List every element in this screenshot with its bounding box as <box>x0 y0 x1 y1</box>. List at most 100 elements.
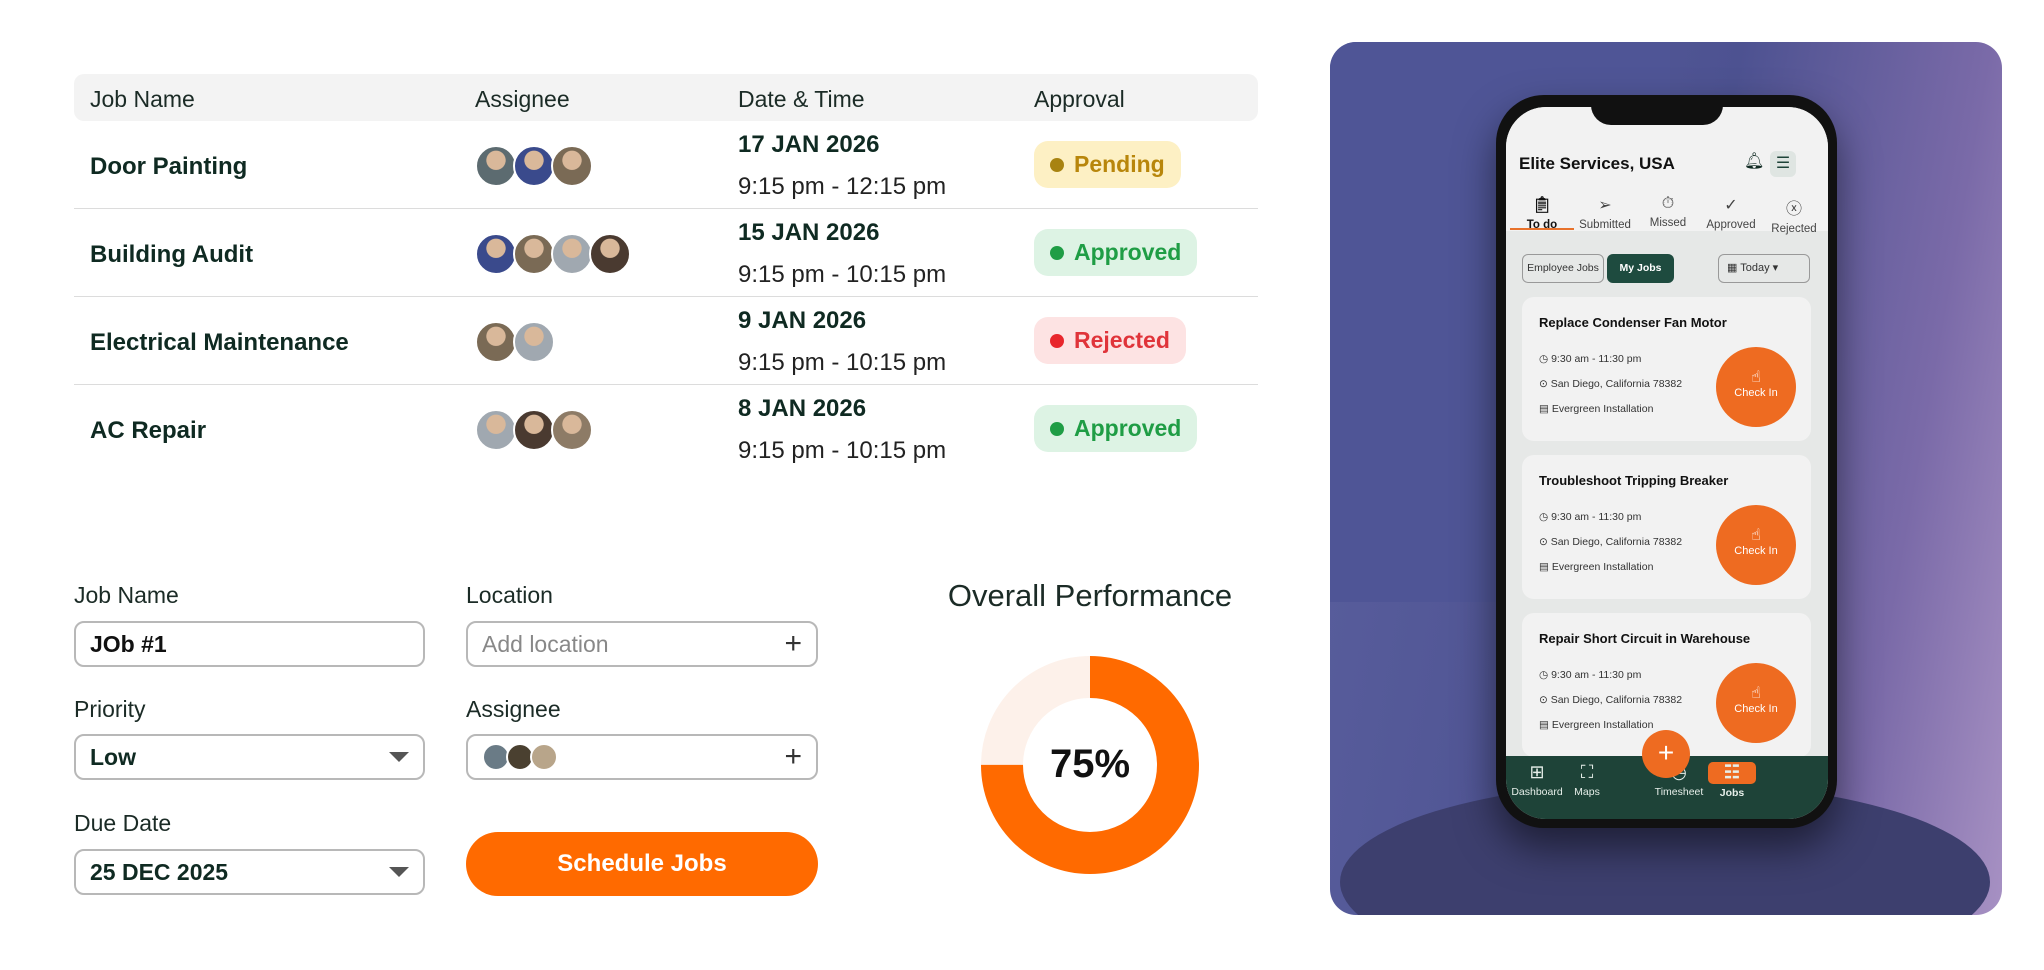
bell-icon[interactable]: 🔔︎ <box>1744 153 1765 170</box>
status-badge: Approved <box>1034 405 1198 452</box>
nav-maps[interactable]: ⛶ Maps <box>1557 762 1617 798</box>
job-time: 9:15 pm - 12:15 pm <box>738 173 947 200</box>
table-row[interactable]: Door Painting 17 JAN 2026 9:15 pm - 12:1… <box>74 121 1258 209</box>
employee-jobs-filter[interactable]: Employee Jobs <box>1522 254 1604 283</box>
map-icon: ⛶ <box>1580 762 1594 782</box>
nav-label: Dashboard <box>1511 786 1563 798</box>
table-row[interactable]: Electrical Maintenance 9 JAN 2026 9:15 p… <box>74 297 1258 385</box>
clipboard-icon: 📋︎ <box>1531 197 1553 214</box>
app-header: Elite Services, USA 🔔︎ ☰ 📋︎ To do ➢ Submitt… <box>1506 107 1828 235</box>
job-date: 17 JAN 2026 <box>738 131 880 158</box>
check-in-button[interactable]: ☝︎ Check In <box>1716 505 1796 585</box>
job-card[interactable]: Troubleshoot Tripping Breaker ◷ 9:30 am … <box>1522 455 1811 599</box>
location-input[interactable]: Add location + <box>466 621 818 667</box>
location-pin-icon: ⊙ <box>1539 694 1551 706</box>
tap-hand-icon: ☝︎ <box>1751 685 1761 702</box>
avatar <box>475 409 517 451</box>
chevron-down-icon <box>389 867 409 877</box>
nav-label: Maps <box>1574 786 1600 798</box>
phone-mockup: Elite Services, USA 🔔︎ ☰ 📋︎ To do ➢ Submitt… <box>1496 95 1837 828</box>
job-card-location: ⊙ San Diego, California 78382 <box>1539 536 1683 548</box>
table-row[interactable]: AC Repair 8 JAN 2026 9:15 pm - 10:15 pm … <box>74 385 1258 473</box>
job-card-location: ⊙ San Diego, California 78382 <box>1539 694 1683 706</box>
due-date-select[interactable]: 25 DEC 2025 <box>74 849 425 895</box>
status-dot <box>1050 421 1064 436</box>
chevron-down-icon <box>389 752 409 762</box>
col-assignee: Assignee <box>475 86 570 112</box>
performance-title: Overall Performance <box>947 578 1233 613</box>
app-title: Elite Services, USA <box>1519 154 1675 173</box>
job-card[interactable]: Repair Short Circuit in Warehouse ◷ 9:30… <box>1522 613 1811 757</box>
date-filter[interactable]: ▦ Today ▾ <box>1718 254 1810 283</box>
building-icon: ▤ <box>1539 403 1552 415</box>
avatar <box>475 233 517 275</box>
jobs-icon: ☷ <box>1708 762 1756 784</box>
job-card-time: ◷ 9:30 am - 11:30 pm <box>1539 511 1642 523</box>
job-time: 9:15 pm - 10:15 pm <box>738 261 947 288</box>
nav-dashboard[interactable]: ⊞ Dashboard <box>1507 762 1567 798</box>
avatar <box>475 145 517 187</box>
job-date: 8 JAN 2026 <box>738 395 867 422</box>
tab-to-do[interactable]: 📋︎ To do <box>1510 195 1574 231</box>
clock-icon: ◷ <box>1539 511 1552 523</box>
col-approval: Approval <box>1034 86 1125 112</box>
check-circle-icon: ✓ <box>1724 197 1738 214</box>
job-name: Door Painting <box>90 153 248 180</box>
menu-icon[interactable]: ☰ <box>1770 151 1796 177</box>
job-card-title: Repair Short Circuit in Warehouse <box>1539 631 1751 646</box>
tab-approved[interactable]: ✓ Approved <box>1699 195 1763 231</box>
status-dot <box>1050 157 1064 172</box>
phone-screen: Elite Services, USA 🔔︎ ☰ 📋︎ To do ➢ Submitt… <box>1506 107 1828 819</box>
job-card-company: ▤ Evergreen Installation <box>1539 719 1654 731</box>
assignee-avatars <box>475 233 631 275</box>
nav-label: Jobs <box>1719 787 1745 799</box>
tab-rejected[interactable]: ⓧ Rejected <box>1762 195 1826 235</box>
nav-jobs[interactable]: ☷ Jobs <box>1702 762 1762 799</box>
job-card-time: ◷ 9:30 am - 11:30 pm <box>1539 669 1642 681</box>
timer-icon: ⏱︎ <box>1661 195 1675 212</box>
schedule-jobs-button[interactable]: Schedule Jobs <box>466 832 818 896</box>
performance-value: 75% <box>1049 742 1131 786</box>
tab-label: Approved <box>1706 219 1756 231</box>
tab-submitted[interactable]: ➢ Submitted <box>1573 195 1637 231</box>
job-name: AC Repair <box>90 417 207 444</box>
plus-icon[interactable]: + <box>784 627 802 660</box>
job-card[interactable]: Replace Condenser Fan Motor ◷ 9:30 am - … <box>1522 297 1811 441</box>
job-name-input[interactable]: JOb #1 <box>74 621 425 667</box>
check-in-label: Check In <box>1734 545 1778 557</box>
status-label: Rejected <box>1074 327 1170 353</box>
status-label: Approved <box>1074 415 1182 441</box>
check-in-button[interactable]: ☝︎ Check In <box>1716 663 1796 743</box>
job-card-location: ⊙ San Diego, California 78382 <box>1539 378 1683 390</box>
job-time: 9:15 pm - 10:15 pm <box>738 349 947 376</box>
job-card-company: ▤ Evergreen Installation <box>1539 403 1654 415</box>
job-card-time: ◷ 9:30 am - 11:30 pm <box>1539 353 1642 365</box>
avatar <box>551 409 593 451</box>
status-label: Approved <box>1074 239 1182 265</box>
plus-icon[interactable]: + <box>784 740 802 773</box>
priority-select[interactable]: Low <box>74 734 425 780</box>
nav-label: Timesheet <box>1654 786 1704 798</box>
location-placeholder: Add location <box>482 630 609 657</box>
date-filter-value: Today <box>1740 262 1770 274</box>
avatar <box>513 409 555 451</box>
table-row[interactable]: Building Audit 15 JAN 2026 9:15 pm - 10:… <box>74 209 1258 297</box>
status-dot <box>1050 333 1064 348</box>
clock-icon: ◷ <box>1539 353 1552 365</box>
avatar <box>513 321 555 363</box>
avatar <box>475 321 517 363</box>
status-badge: Rejected <box>1034 317 1186 364</box>
x-circle-icon: ⓧ <box>1785 201 1802 218</box>
location-pin-icon: ⊙ <box>1539 536 1551 548</box>
active-tab-underline <box>1510 228 1574 230</box>
avatar <box>513 145 555 187</box>
assignee-input[interactable]: + <box>466 734 818 780</box>
add-job-fab[interactable]: + <box>1642 730 1690 778</box>
check-in-label: Check In <box>1734 703 1778 715</box>
assignee-avatars <box>475 145 593 187</box>
tab-missed[interactable]: ⏱︎ Missed <box>1636 195 1700 229</box>
clock-icon: ◷ <box>1539 669 1552 681</box>
check-in-button[interactable]: ☝︎ Check In <box>1716 347 1796 427</box>
my-jobs-filter[interactable]: My Jobs <box>1607 254 1674 283</box>
job-card-title: Replace Condenser Fan Motor <box>1539 315 1727 330</box>
